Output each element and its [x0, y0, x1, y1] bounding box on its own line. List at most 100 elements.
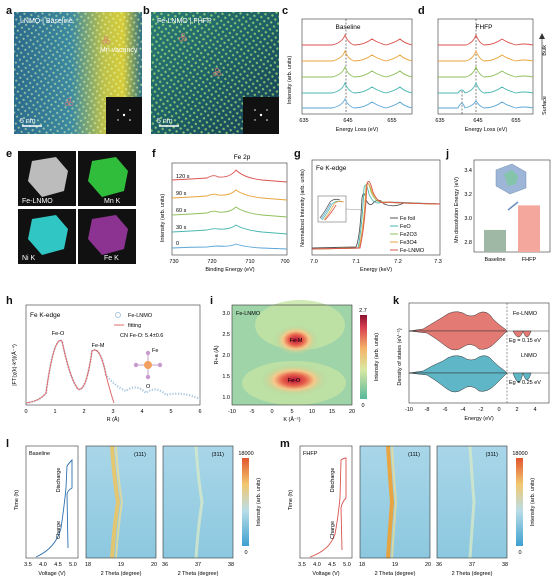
chart-k-xtick-8: 4 [533, 407, 536, 413]
chart-m-vtick-4: 5.0 [343, 562, 351, 568]
chart-d-xtick-1: 635 [435, 118, 444, 124]
dos-lnmo-down [408, 372, 532, 393]
scale-bar-b: 5 nm [157, 118, 173, 125]
xps-curve-1 [171, 169, 288, 183]
motif-ligand-label: O [146, 384, 151, 390]
panel-b: b Fe-LNMO | FHFP 5 nm [143, 5, 279, 135]
eels-chart-fhfp: FHFP Bulk Surface 635 645 655 Energy Los… [435, 18, 548, 133]
surface-label: Surface [542, 96, 548, 115]
panel-e: e Fe-LNMO Mn K Ni K Fe K [6, 148, 146, 273]
chart-d-xlabel: Energy Loss (eV) [465, 127, 508, 133]
panel-label-l: l [6, 438, 10, 450]
cbar-i-max: 2.7 [359, 308, 367, 314]
chart-k-xtick-6: 0 [497, 407, 500, 413]
colorbar-l [242, 458, 249, 546]
bulk-label: Bulk [542, 45, 548, 56]
eels-c-curve-5 [302, 97, 413, 109]
xanes-curve-2 [311, 184, 441, 250]
eels-chart-baseline: Baseline Intensity (arb. units) 635 645 … [287, 18, 413, 133]
chart-i-xlabel: K (Å⁻¹) [283, 416, 300, 423]
chart-h-xtick-4: 3 [111, 409, 114, 415]
scale-bar-a: 5 nm [20, 118, 36, 125]
panel-label-c: c [282, 5, 289, 17]
chart-i-xtick-5: 10 [309, 409, 315, 415]
chart-h-xtick-6: 5 [169, 409, 172, 415]
image-a-caption: LNMO | Baseline [20, 18, 73, 25]
chart-g-ylabel: Normalized Intensity (arb. units) [300, 169, 306, 247]
insitu-xrd-baseline: Time (h) Baseline Discharge Charge 3.5 4… [14, 445, 262, 577]
xanes-legend: Fe foil FeO Fe2O3 Fe3O4 Fe-LNMO [390, 216, 425, 254]
chart-h-xtick-5: 4 [140, 409, 143, 415]
xps-curve-5 [171, 243, 288, 250]
eds-map-label-1: Fe-LNMO [22, 198, 53, 205]
peak-111-l: (111) [134, 452, 146, 458]
chart-g-xtick-3: 7.2 [394, 259, 402, 265]
exafs-data-curve [25, 339, 201, 405]
chart-m-vtick-2: 4.0 [313, 562, 321, 568]
eels-d-curve-5 [438, 100, 534, 109]
chart-j-ylabel: Mn dissolution Energy (eV) [454, 177, 460, 243]
eels-d-curve-3 [438, 65, 534, 78]
chart-f-ylabel: Intensity (arb. units) [160, 194, 166, 242]
chart-j-category-1: Baseline [484, 257, 505, 263]
chart-c-xlabel: Energy Loss (eV) [336, 127, 379, 133]
legend-g-4: Fe3O4 [400, 240, 417, 246]
xps-curve-2 [171, 189, 288, 201]
chart-h-xlabel: R (Å) [107, 416, 120, 423]
eels-c-curve-3 [302, 65, 413, 78]
peak-311-m: (311) [486, 452, 499, 458]
chart-i-xtick-1: -10 [228, 409, 236, 415]
dos-lnmo-up [408, 355, 508, 374]
chart-j-ytick-2: 3.2 [464, 192, 472, 198]
voltage-curve-m [309, 457, 347, 558]
inset-curve-1 [319, 198, 341, 219]
chart-j-ytick-1: 3.4 [464, 168, 472, 174]
chart-l-xtick3-2: 37 [195, 562, 201, 568]
chart-i-ytick-5: 1.0 [222, 395, 230, 401]
panel-label-h: h [6, 295, 13, 307]
chart-m-xlabel1: Voltage (V) [312, 571, 339, 577]
chart-m-xtick3-3: 38 [502, 562, 508, 568]
inset-curve-4 [324, 204, 337, 221]
chart-i-ytick-1: 3.0 [222, 311, 230, 317]
chart-l-xtick3-3: 38 [228, 562, 234, 568]
chart-l-xlabel1: Voltage (V) [38, 571, 65, 577]
xps-chart: Intensity (arb. units) Fe 2p 120 s 90 s … [160, 154, 290, 273]
chart-i-ytick-3: 2.0 [222, 353, 230, 359]
chart-i-xtick-4: 5 [290, 409, 293, 415]
chart-i-ytick-4: 1.5 [222, 374, 230, 380]
chart-l-title: Baseline [29, 451, 50, 457]
dos-fe-lnmo-up [408, 311, 508, 332]
chart-g-xtick-1: 7.0 [310, 259, 318, 265]
bar-fhfp [518, 205, 540, 252]
fe-o-peak-label: Fe-O [52, 331, 65, 337]
chart-g-xlabel: Energy (keV) [360, 267, 392, 273]
eels-d-curve-2 [438, 49, 534, 62]
panel-c: c Baseline Intensity (arb. units) 635 64… [282, 5, 417, 135]
legend-g-2: FeO [400, 224, 411, 230]
colorbar-i [360, 315, 367, 399]
chart-l-vtick-4: 5.0 [69, 562, 77, 568]
chart-i-xtick-3: 0 [270, 409, 273, 415]
panel-label-a: a [6, 5, 13, 17]
panel-label-m: m [280, 438, 290, 450]
peak-111-m: (111) [408, 452, 420, 458]
chart-l-xtick2-1: 18 [85, 562, 91, 568]
chart-m-title: FHFP [303, 451, 318, 457]
chart-l-xtick2-3: 20 [151, 562, 157, 568]
haadf-image-a [14, 12, 142, 134]
chart-m-xtick3-2: 37 [469, 562, 475, 568]
chart-m-xtick2-1: 18 [359, 562, 365, 568]
time-label-3: 60 s [176, 208, 187, 214]
image-b-caption: Fe-LNMO | FHFP [157, 18, 212, 25]
chart-g-xtick-2: 7.1 [352, 259, 360, 265]
chart-i-xtick-6: 15 [329, 409, 335, 415]
panel-k: k Density of states (eV⁻¹) Fe-LNMO LNMO … [393, 295, 553, 423]
chart-l-ylabel: Time (h) [14, 490, 20, 510]
chart-m-xtick2-2: 19 [392, 562, 398, 568]
chart-k-xtick-5: -2 [479, 407, 484, 413]
chart-m-xtick3-1: 36 [436, 562, 442, 568]
dos-series-2-label: LNMO [521, 353, 538, 359]
xanes-curve-3 [311, 182, 441, 250]
chart-f-xtick-1: 730 [169, 259, 178, 265]
